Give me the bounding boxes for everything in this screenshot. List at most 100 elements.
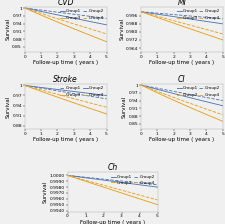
Group3 xyxy=(74,102,76,105)
Legend: Group3, Group4: Group3, Group4 xyxy=(60,16,104,20)
Line: Group1: Group1 xyxy=(141,12,223,24)
Group2 xyxy=(98,16,100,19)
Group1 xyxy=(190,18,192,21)
Group1 xyxy=(209,101,211,104)
Group1 xyxy=(188,17,191,20)
Group4 xyxy=(72,97,75,100)
Group3 xyxy=(142,199,145,201)
Title: MI: MI xyxy=(177,0,186,7)
Line: Group1: Group1 xyxy=(25,85,107,99)
Group3 xyxy=(98,110,100,113)
Group1 xyxy=(105,24,108,26)
Group3 xyxy=(214,36,216,39)
Group4 xyxy=(190,102,192,105)
Group4 xyxy=(221,114,224,116)
Group4 xyxy=(92,103,95,105)
Title: CI: CI xyxy=(178,75,186,84)
Group4 xyxy=(119,189,122,191)
Group1 xyxy=(140,84,142,86)
Group2 xyxy=(188,15,191,17)
Group1 xyxy=(140,84,143,86)
Group1 xyxy=(24,84,26,87)
Group4 xyxy=(140,11,143,13)
Group3 xyxy=(140,10,142,13)
Group1 xyxy=(188,18,191,20)
Group2 xyxy=(92,15,95,18)
Group1 xyxy=(92,95,95,98)
Group4 xyxy=(23,7,26,9)
Group1 xyxy=(221,104,224,107)
Group2 xyxy=(140,84,143,86)
Group4 xyxy=(66,174,69,177)
Group4 xyxy=(188,102,191,104)
Line: Group1: Group1 xyxy=(25,8,107,25)
Group1 xyxy=(98,22,100,25)
Group4 xyxy=(74,23,76,26)
Group3 xyxy=(24,7,26,9)
Group2 xyxy=(92,93,95,95)
Group1 xyxy=(209,21,211,23)
Legend: Group3, Group4: Group3, Group4 xyxy=(111,181,155,185)
Group2 xyxy=(66,174,69,177)
Group2 xyxy=(214,98,216,101)
Group1 xyxy=(190,97,192,99)
Group1 xyxy=(140,11,143,13)
Group3 xyxy=(121,192,124,195)
Group1 xyxy=(74,17,76,20)
Group4 xyxy=(121,189,124,192)
Group4 xyxy=(142,195,145,198)
Group4 xyxy=(66,174,69,177)
Group1 xyxy=(214,21,216,24)
Group3 xyxy=(92,35,95,38)
Group3 xyxy=(188,27,191,30)
Group4 xyxy=(156,199,159,201)
Group4 xyxy=(140,84,143,86)
Line: Group3: Group3 xyxy=(68,175,158,205)
Group1 xyxy=(74,92,76,95)
Group3 xyxy=(209,115,211,117)
Group2 xyxy=(120,180,122,182)
X-axis label: Follow-up time ( years ): Follow-up time ( years ) xyxy=(149,137,214,142)
Group2 xyxy=(188,93,191,96)
Group3 xyxy=(105,40,108,43)
Legend: Group3, Group4: Group3, Group4 xyxy=(176,16,221,20)
Group4 xyxy=(98,30,100,33)
Line: Group1: Group1 xyxy=(68,175,158,187)
Group2 xyxy=(72,90,75,93)
Group1 xyxy=(23,7,26,9)
Group3 xyxy=(23,84,26,87)
Line: Group3: Group3 xyxy=(25,8,107,42)
Group2 xyxy=(23,7,26,9)
Group4 xyxy=(24,7,26,9)
Group3 xyxy=(119,191,122,194)
Group2 xyxy=(209,97,211,99)
Group3 xyxy=(66,174,69,177)
Group4 xyxy=(140,10,142,13)
Group1 xyxy=(121,181,124,184)
Group1 xyxy=(66,174,69,177)
Group1 xyxy=(140,10,142,13)
Group3 xyxy=(156,203,159,206)
Group4 xyxy=(190,24,192,27)
Line: Group3: Group3 xyxy=(25,85,107,114)
Title: CVD: CVD xyxy=(57,0,74,7)
Group1 xyxy=(156,186,159,188)
Group4 xyxy=(72,97,74,100)
Group2 xyxy=(24,84,26,87)
Line: Group2: Group2 xyxy=(141,12,223,19)
Group4 xyxy=(120,189,122,191)
Legend: Group3, Group4: Group3, Group4 xyxy=(60,93,104,97)
Group4 xyxy=(105,106,108,109)
Group3 xyxy=(72,27,74,30)
Group2 xyxy=(214,17,216,19)
Group2 xyxy=(221,17,224,20)
Group4 xyxy=(214,111,216,114)
Line: Group4: Group4 xyxy=(25,85,107,107)
Group2 xyxy=(105,94,108,97)
Legend: Group3, Group4: Group3, Group4 xyxy=(176,93,221,97)
Line: Group1: Group1 xyxy=(141,85,223,106)
Group3 xyxy=(190,28,192,30)
Group3 xyxy=(74,28,76,30)
Line: Group2: Group2 xyxy=(141,85,223,101)
Line: Group3: Group3 xyxy=(141,12,223,40)
